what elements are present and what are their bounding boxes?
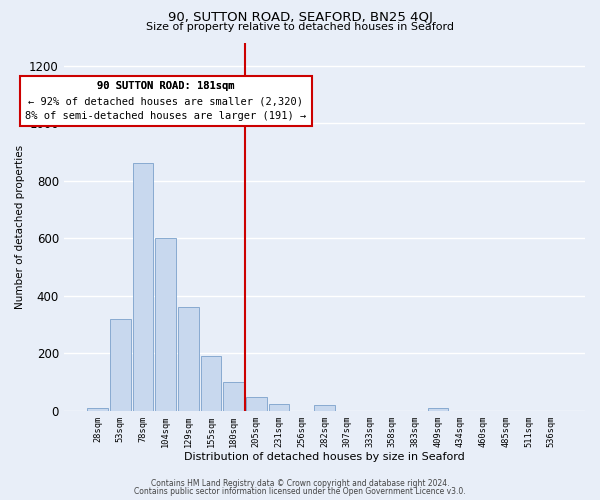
Bar	[246, 397, 266, 410]
Bar	[133, 164, 153, 410]
Bar	[269, 404, 289, 410]
Y-axis label: Number of detached properties: Number of detached properties	[15, 144, 25, 308]
Bar	[178, 307, 199, 410]
Text: Size of property relative to detached houses in Seaford: Size of property relative to detached ho…	[146, 22, 454, 32]
Bar	[428, 408, 448, 410]
Bar	[201, 356, 221, 410]
Bar	[110, 318, 131, 410]
Text: Contains public sector information licensed under the Open Government Licence v3: Contains public sector information licen…	[134, 487, 466, 496]
Text: 90 SUTTON ROAD: 181sqm
← 92% of detached houses are smaller (2,320)
8% of semi-d: 90 SUTTON ROAD: 181sqm ← 92% of detached…	[25, 82, 307, 121]
Bar	[314, 406, 335, 410]
Bar	[223, 382, 244, 410]
Text: 90, SUTTON ROAD, SEAFORD, BN25 4QJ: 90, SUTTON ROAD, SEAFORD, BN25 4QJ	[167, 11, 433, 24]
X-axis label: Distribution of detached houses by size in Seaford: Distribution of detached houses by size …	[184, 452, 465, 462]
Text: Contains HM Land Registry data © Crown copyright and database right 2024.: Contains HM Land Registry data © Crown c…	[151, 479, 449, 488]
Text: 90 SUTTON ROAD: 181sqm: 90 SUTTON ROAD: 181sqm	[97, 82, 235, 92]
Bar	[88, 408, 108, 410]
Bar	[155, 238, 176, 410]
